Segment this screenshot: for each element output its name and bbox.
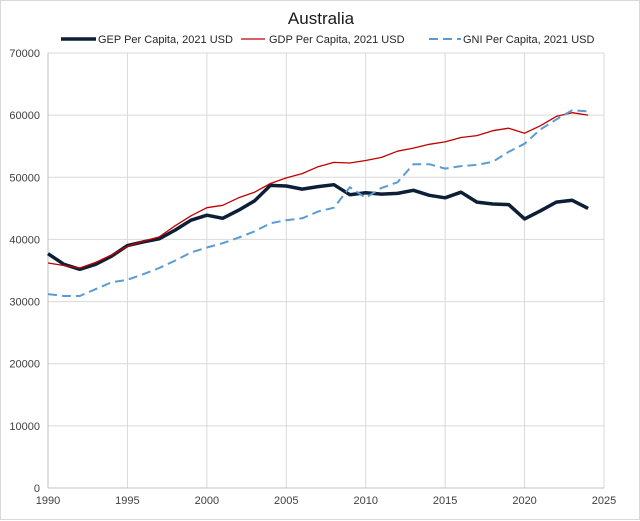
- axes: [47, 53, 604, 489]
- y-tick-label: 70000: [9, 48, 40, 60]
- chart-title: Australia: [288, 9, 355, 28]
- y-tick-label: 10000: [9, 421, 40, 433]
- x-tick-label: 2015: [433, 495, 457, 507]
- legend-item-gep[interactable]: GEP Per Capita, 2021 USD: [61, 34, 233, 46]
- y-tick-label: 60000: [9, 110, 40, 122]
- x-tick-label: 2000: [195, 495, 219, 507]
- y-tick-label: 20000: [9, 359, 40, 371]
- y-tick-label: 0: [34, 483, 40, 495]
- series-line-gep: [47, 182, 589, 272]
- legend: GEP Per Capita, 2021 USD GDP Per Capita,…: [61, 34, 595, 46]
- series-lines: [47, 109, 589, 297]
- x-tick-label: 1995: [115, 495, 139, 507]
- legend-label-gdp: GDP Per Capita, 2021 USD: [269, 34, 405, 46]
- series-line-gdp: [47, 112, 589, 269]
- y-tick-label: 50000: [9, 172, 40, 184]
- series-line-gni: [47, 109, 589, 297]
- legend-label-gep: GEP Per Capita, 2021 USD: [98, 34, 233, 46]
- x-tick-label: 1990: [36, 495, 60, 507]
- legend-label-gni: GNI Per Capita, 2021 USD: [463, 34, 595, 46]
- tick-labels: 0 10000 20000 30000 40000 50000 60000 70000 1990…: [9, 48, 616, 507]
- x-tick-label: 2010: [353, 495, 377, 507]
- y-tick-label: 40000: [9, 234, 40, 246]
- gridlines: [48, 52, 605, 488]
- x-tick-label: 2025: [592, 495, 616, 507]
- legend-item-gni[interactable]: GNI Per Capita, 2021 USD: [429, 34, 595, 46]
- y-tick-label: 30000: [9, 297, 40, 309]
- x-tick-label: 2020: [512, 495, 536, 507]
- legend-item-gdp[interactable]: GDP Per Capita, 2021 USD: [241, 34, 405, 46]
- x-tick-label: 2005: [274, 495, 298, 507]
